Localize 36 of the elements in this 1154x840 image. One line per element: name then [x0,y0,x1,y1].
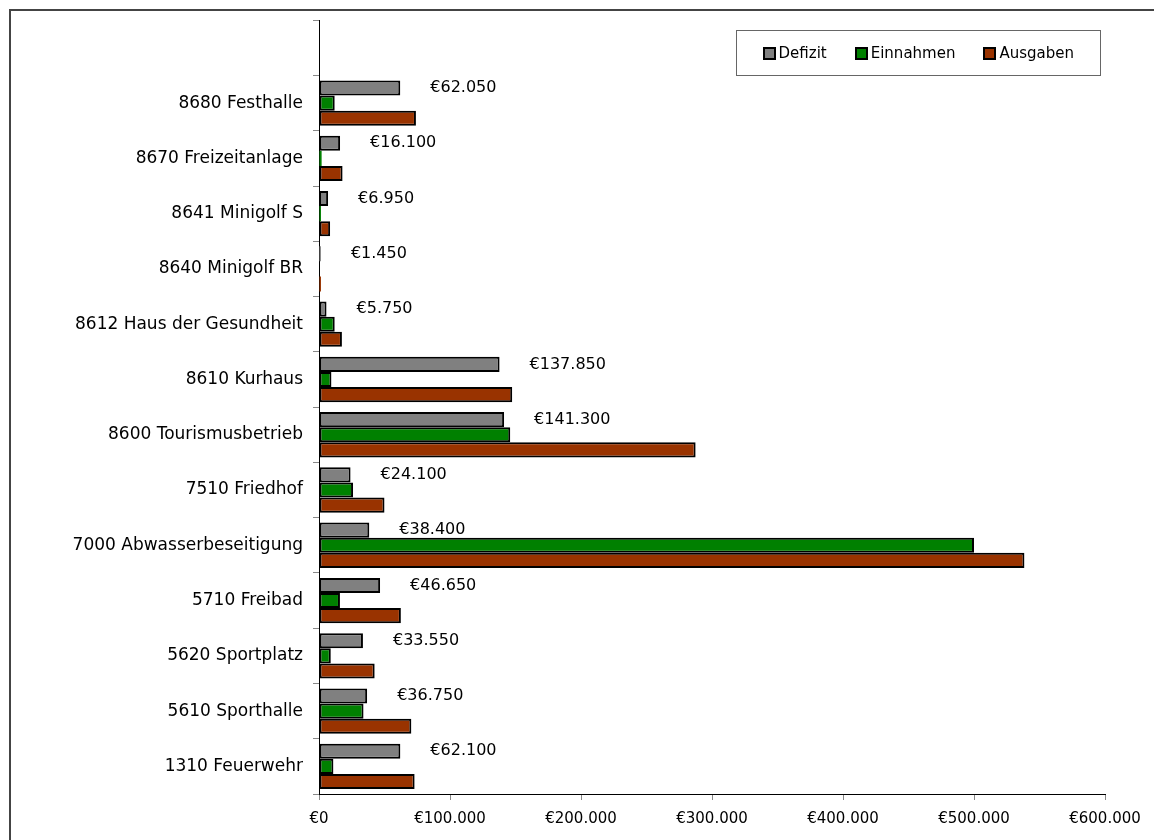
x-tick-label: €400.000 [807,808,879,827]
data-label: €62.100 [430,740,497,760]
y-tick-label: 7000 Abwasserbeseitigung [72,533,303,554]
data-label: €1.450 [350,242,407,262]
y-tick-label: 5610 Sporthalle [167,699,303,720]
data-label: €46.650 [410,574,477,594]
data-label: €137.850 [529,353,606,373]
y-tick-label: 8680 Festhalle [178,91,303,112]
y-tick-label: 8640 Minigolf BR [158,257,304,278]
y-tick-label: 5620 Sportplatz [167,644,304,665]
data-label: €24.100 [380,464,447,484]
data-label: €6.950 [358,187,415,207]
x-tick-label: €300.000 [676,808,748,827]
y-tick-label: 1310 Feuerwehr [164,754,304,775]
data-label: €33.550 [392,629,460,649]
legend-label: Defizit [778,44,827,62]
x-tick-label: €600.000 [1069,808,1141,827]
y-tick-label: 8641 Minigolf S [171,202,303,223]
x-tick-label: €100.000 [414,808,486,827]
data-label: €5.750 [356,298,413,318]
y-tick-label: 8612 Haus der Gesundheit [75,312,304,333]
legend-label: Ausgaben [999,44,1074,62]
y-tick-label: 8670 Freizeitanlage [135,146,303,167]
data-label: €16.100 [370,132,437,152]
y-tick-label: 8600 Tourismusbetrieb [108,423,303,444]
legend-label: Einnahmen [870,44,956,62]
x-tick-label: €500.000 [938,808,1010,827]
y-tick-label: 7510 Friedhof [185,478,304,499]
x-tick-label: €0 [309,808,329,827]
data-label: €141.300 [534,408,611,428]
data-label: €38.400 [399,519,466,539]
x-tick-label: €200.000 [545,808,617,827]
y-tick-label: 8610 Kurhaus [185,367,304,388]
y-tick-label: 5710 Freibad [191,588,303,609]
data-label: €36.750 [397,685,464,705]
data-label: €62.050 [430,77,497,97]
